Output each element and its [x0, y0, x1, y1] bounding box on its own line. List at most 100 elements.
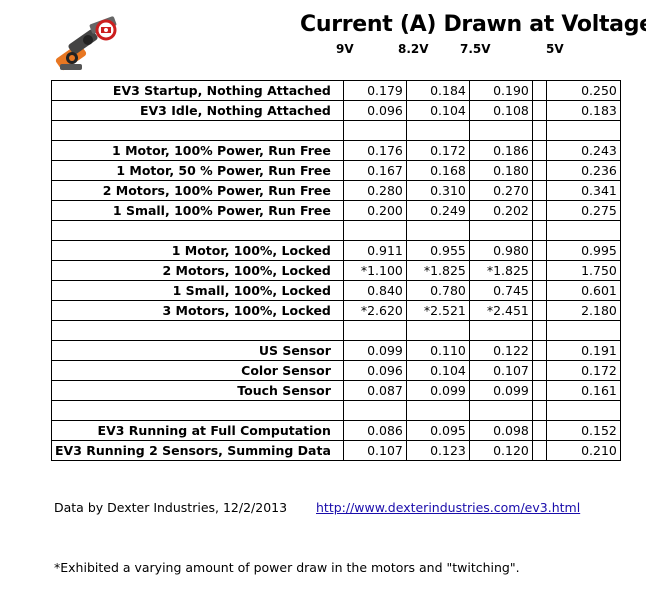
- empty-cell: [405, 220, 470, 241]
- table-row: EV3 Startup, Nothing Attached 0.179 0.184 0…: [51, 80, 621, 101]
- table-row: 1 Motor, 50 % Power, Run Free 0.167 0.168 0…: [51, 160, 621, 181]
- empty-cell: [545, 320, 621, 341]
- voltage-header-5v: 5V: [546, 42, 564, 56]
- table-row: 1 Motor, 100%, Locked 0.911 0.955 0.980 0.99…: [51, 240, 621, 261]
- table-row: 3 Motors, 100%, Locked *2.620 *2.521 *2.451…: [51, 300, 621, 321]
- value-7-5v: 0.745: [468, 280, 533, 301]
- empty-cell: [468, 120, 533, 141]
- value-7-5v: 0.202: [468, 200, 533, 221]
- value-8-2v: 0.123: [405, 440, 470, 461]
- value-5v: 2.180: [545, 300, 621, 321]
- empty-cell: [531, 220, 547, 241]
- gap-cell: [531, 180, 547, 201]
- table-row: 1 Motor, 100% Power, Run Free 0.176 0.172 0…: [51, 140, 621, 161]
- row-label: Touch Sensor: [51, 380, 344, 401]
- voltage-header-8-2v: 8.2V: [398, 42, 429, 56]
- value-7-5v: 0.122: [468, 340, 533, 361]
- value-5v: 0.601: [545, 280, 621, 301]
- value-9v: 0.176: [342, 140, 407, 161]
- table-row: 1 Small, 100% Power, Run Free 0.200 0.249 0…: [51, 200, 621, 221]
- value-9v: 0.200: [342, 200, 407, 221]
- value-5v: 0.191: [545, 340, 621, 361]
- spacer-row: [51, 400, 621, 421]
- table-row: EV3 Running 2 Sensors, Summing Data 0.107…: [51, 440, 621, 461]
- table-row: 1 Small, 100%, Locked 0.840 0.780 0.745 0.60…: [51, 280, 621, 301]
- value-8-2v: 0.099: [405, 380, 470, 401]
- empty-cell: [531, 400, 547, 421]
- row-label: 1 Motor, 50 % Power, Run Free: [51, 160, 344, 181]
- value-8-2v: 0.104: [405, 360, 470, 381]
- value-5v: 1.750: [545, 260, 621, 281]
- value-8-2v: 0.780: [405, 280, 470, 301]
- value-5v: 0.250: [545, 80, 621, 101]
- empty-cell: [405, 400, 470, 421]
- row-label: 1 Motor, 100% Power, Run Free: [51, 140, 344, 161]
- value-9v: 0.096: [342, 360, 407, 381]
- gap-cell: [531, 300, 547, 321]
- gap-cell: [531, 440, 547, 461]
- gap-cell: [531, 360, 547, 381]
- value-9v: 0.840: [342, 280, 407, 301]
- value-5v: 0.236: [545, 160, 621, 181]
- data-credit: Data by Dexter Industries, 12/2/2013: [54, 500, 288, 515]
- value-7-5v: 0.980: [468, 240, 533, 261]
- empty-cell: [531, 120, 547, 141]
- gap-cell: [531, 420, 547, 441]
- row-label: 2 Motors, 100% Power, Run Free: [51, 180, 344, 201]
- row-label: 1 Motor, 100%, Locked: [51, 240, 344, 261]
- value-8-2v: 0.249: [405, 200, 470, 221]
- table-row: EV3 Idle, Nothing Attached 0.096 0.104 0.10…: [51, 100, 621, 121]
- gap-cell: [531, 160, 547, 181]
- value-5v: 0.152: [545, 420, 621, 441]
- gap-cell: [531, 260, 547, 281]
- value-8-2v: 0.104: [405, 100, 470, 121]
- value-7-5v: 0.107: [468, 360, 533, 381]
- empty-cell: [51, 220, 344, 241]
- value-7-5v: 0.098: [468, 420, 533, 441]
- empty-cell: [468, 220, 533, 241]
- gap-cell: [531, 340, 547, 361]
- empty-cell: [545, 220, 621, 241]
- empty-cell: [545, 120, 621, 141]
- dexter-link[interactable]: http://www.dexterindustries.com/ev3.html: [316, 500, 581, 515]
- value-9v: 0.096: [342, 100, 407, 121]
- value-7-5v: 0.180: [468, 160, 533, 181]
- dexter-industries-logo-icon: [55, 16, 117, 71]
- value-8-2v: 0.955: [405, 240, 470, 261]
- value-8-2v: 0.310: [405, 180, 470, 201]
- value-7-5v: 0.190: [468, 80, 533, 101]
- value-9v: 0.107: [342, 440, 407, 461]
- value-7-5v: 0.120: [468, 440, 533, 461]
- value-7-5v: 0.270: [468, 180, 533, 201]
- value-9v: 0.280: [342, 180, 407, 201]
- value-9v: 0.911: [342, 240, 407, 261]
- value-8-2v: 0.172: [405, 140, 470, 161]
- value-5v: 0.210: [545, 440, 621, 461]
- value-8-2v: 0.184: [405, 80, 470, 101]
- value-7-5v: 0.108: [468, 100, 533, 121]
- row-label: EV3 Running 2 Sensors, Summing Data: [51, 440, 344, 461]
- gap-cell: [531, 80, 547, 101]
- value-9v: 0.179: [342, 80, 407, 101]
- row-label: 3 Motors, 100%, Locked: [51, 300, 344, 321]
- current-table: EV3 Startup, Nothing Attached 0.179 0.184 0…: [51, 80, 621, 461]
- table-row: Color Sensor 0.096 0.104 0.107 0.172: [51, 360, 621, 381]
- empty-cell: [51, 320, 344, 341]
- row-label: US Sensor: [51, 340, 344, 361]
- table-row: US Sensor 0.099 0.110 0.122 0.191: [51, 340, 621, 361]
- empty-cell: [51, 120, 344, 141]
- row-label: 1 Small, 100%, Locked: [51, 280, 344, 301]
- value-9v: 0.167: [342, 160, 407, 181]
- value-7-5v: 0.186: [468, 140, 533, 161]
- table-row: Touch Sensor 0.087 0.099 0.099 0.161: [51, 380, 621, 401]
- row-label: 2 Motors, 100%, Locked: [51, 260, 344, 281]
- empty-cell: [342, 220, 407, 241]
- value-7-5v: *2.451: [468, 300, 533, 321]
- footnote: *Exhibited a varying amount of power dra…: [54, 560, 520, 575]
- gap-cell: [531, 240, 547, 261]
- value-9v: 0.099: [342, 340, 407, 361]
- value-5v: 0.995: [545, 240, 621, 261]
- row-label: Color Sensor: [51, 360, 344, 381]
- value-5v: 0.341: [545, 180, 621, 201]
- value-7-5v: 0.099: [468, 380, 533, 401]
